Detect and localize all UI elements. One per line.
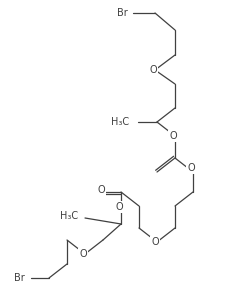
Text: H₃C: H₃C (60, 211, 78, 221)
Text: Br: Br (14, 273, 25, 283)
Text: O: O (97, 185, 104, 195)
Text: O: O (148, 65, 156, 75)
Text: O: O (115, 202, 122, 212)
Text: O: O (79, 249, 86, 259)
Text: O: O (168, 131, 176, 141)
Text: H₃C: H₃C (110, 117, 128, 127)
Text: O: O (150, 237, 158, 247)
Text: O: O (186, 163, 194, 173)
Text: Br: Br (117, 8, 128, 18)
